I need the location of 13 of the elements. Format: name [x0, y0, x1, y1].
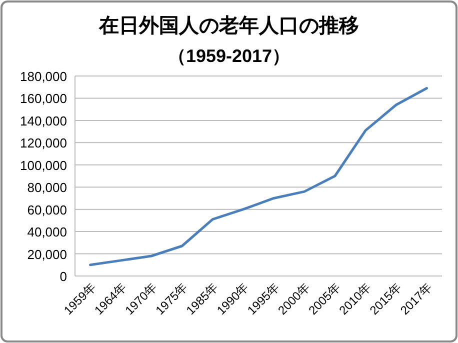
y-tick-label: 40,000 — [27, 224, 67, 240]
y-tick-label: 60,000 — [27, 202, 67, 218]
y-tick-label: 80,000 — [27, 180, 67, 196]
y-tick-label: 100,000 — [20, 158, 67, 173]
y-tick-label: 20,000 — [27, 246, 67, 262]
y-tick-label: 140,000 — [20, 113, 67, 128]
y-tick-label: 180,000 — [20, 69, 67, 84]
y-tick-label: 120,000 — [20, 136, 67, 151]
line-series — [89, 86, 428, 266]
y-tick-label: 160,000 — [20, 91, 67, 106]
chart-title: 在日外国人の老年人口の推移 — [98, 15, 359, 37]
chart-subtitle: （1959-2017） — [168, 46, 290, 66]
y-tick-label: 0 — [60, 269, 67, 284]
